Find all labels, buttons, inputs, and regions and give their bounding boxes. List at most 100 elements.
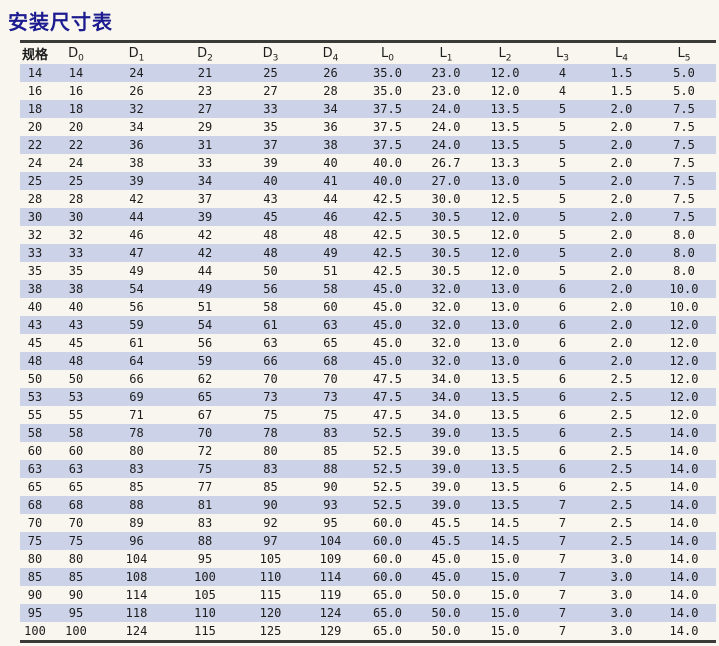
cell-l2: 13.3 — [490, 156, 520, 170]
cell-d2: 42 — [197, 246, 213, 260]
cell-spec: 100 — [24, 624, 46, 638]
cell-l3: 6 — [558, 444, 567, 458]
cell-l4: 2.0 — [610, 210, 633, 224]
cell-d1: 108 — [125, 570, 148, 584]
cell-l5: 7.5 — [673, 138, 695, 152]
cell-l5: 14.0 — [669, 624, 699, 638]
cell-l5: 12.0 — [669, 318, 699, 332]
cell-l2: 15.0 — [490, 570, 520, 584]
cell-d2: 34 — [197, 174, 213, 188]
table-row: 58 58 78 70 78 83 52.5 39.0 13.5 6 2.5 14.0 — [20, 424, 716, 442]
cell-l5: 14.0 — [669, 480, 699, 494]
cell-d4: 85 — [323, 444, 338, 458]
table-row: 80 80 104 95 105 109 60.0 45.0 15.0 7 3.0 14.0 — [20, 550, 716, 568]
cell-d3: 25 — [263, 66, 278, 80]
cell-d4: 88 — [323, 462, 338, 476]
cell-l5: 14.0 — [669, 606, 699, 620]
cell-l3: 5 — [558, 228, 567, 242]
cell-spec: 95 — [27, 606, 43, 620]
table-row: 100 100 124 115 125 129 65.0 50.0 15.0 7 3.0 14.0 — [20, 622, 716, 640]
cell-d4: 93 — [323, 498, 338, 512]
cell-d0: 48 — [68, 354, 84, 368]
cell-spec: 33 — [27, 246, 43, 260]
cell-d4: 90 — [323, 480, 338, 494]
cell-d1: 88 — [129, 498, 144, 512]
cell-d3: 78 — [263, 426, 278, 440]
cell-d4: 114 — [319, 570, 342, 584]
cell-l5: 14.0 — [669, 444, 699, 458]
cell-d2: 59 — [197, 354, 213, 368]
cell-d2: 27 — [197, 102, 213, 116]
cell-l1: 39.0 — [431, 498, 461, 512]
cell-l1: 30.5 — [431, 228, 461, 242]
cell-l1: 45.5 — [431, 516, 461, 530]
cell-d4: 83 — [323, 426, 338, 440]
cell-d2: 23 — [197, 84, 213, 98]
cell-d4: 119 — [319, 588, 342, 602]
cell-l2: 13.0 — [490, 282, 520, 296]
cell-l0: 45.0 — [373, 282, 402, 296]
cell-l1: 32.0 — [431, 336, 461, 350]
table-row: 38 38 54 49 56 58 45.0 32.0 13.0 6 2.0 10.0 — [20, 280, 716, 298]
table-row: 48 48 64 59 66 68 45.0 32.0 13.0 6 2.0 12.0 — [20, 352, 716, 370]
cell-d2: 72 — [197, 444, 213, 458]
cell-d0: 63 — [68, 462, 84, 476]
cell-d1: 44 — [129, 210, 144, 224]
cell-l4: 2.5 — [610, 408, 633, 422]
cell-d4: 41 — [323, 174, 338, 188]
cell-l4: 2.5 — [610, 372, 633, 386]
cell-l0: 42.5 — [373, 246, 402, 260]
cell-spec: 68 — [27, 498, 43, 512]
cell-d0: 60 — [68, 444, 84, 458]
cell-d3: 27 — [263, 84, 278, 98]
cell-l2: 13.0 — [490, 318, 520, 332]
cell-l1: 45.0 — [431, 570, 461, 584]
cell-d3: 92 — [263, 516, 278, 530]
cell-d4: 38 — [323, 138, 338, 152]
cell-l1: 32.0 — [431, 318, 461, 332]
cell-l3: 5 — [558, 138, 567, 152]
cell-d3: 33 — [263, 102, 278, 116]
cell-d4: 49 — [323, 246, 338, 260]
cell-l4: 2.0 — [610, 354, 633, 368]
table-row: 25 25 39 34 40 41 40.0 27.0 13.0 5 2.0 7.5 — [20, 172, 716, 190]
cell-l5: 14.0 — [669, 426, 699, 440]
cell-d1: 71 — [129, 408, 144, 422]
cell-d4: 75 — [323, 408, 338, 422]
cell-l5: 10.0 — [669, 282, 699, 296]
cell-l0: 52.5 — [373, 426, 402, 440]
cell-spec: 16 — [27, 84, 43, 98]
cell-l1: 50.0 — [431, 624, 461, 638]
table-row: 55 55 71 67 75 75 47.5 34.0 13.5 6 2.5 12.0 — [20, 406, 716, 424]
cell-d1: 47 — [129, 246, 144, 260]
cell-l3: 5 — [558, 192, 567, 206]
cell-d3: 73 — [263, 390, 278, 404]
column-header-l1: L1 — [439, 46, 453, 64]
cell-l4: 2.0 — [610, 120, 633, 134]
cell-d2: 81 — [197, 498, 213, 512]
cell-l2: 14.5 — [490, 534, 520, 548]
table-row: 16 16 26 23 27 28 35.0 23.0 12.0 4 1.5 5.0 — [20, 82, 716, 100]
cell-d3: 35 — [263, 120, 278, 134]
cell-l3: 7 — [558, 570, 567, 584]
cell-d1: 80 — [129, 444, 144, 458]
cell-spec: 40 — [27, 300, 43, 314]
cell-l5: 8.0 — [673, 228, 695, 242]
cell-d4: 109 — [319, 552, 342, 566]
cell-l3: 5 — [558, 102, 567, 116]
cell-d1: 46 — [129, 228, 144, 242]
cell-l2: 13.5 — [490, 102, 520, 116]
cell-d2: 67 — [197, 408, 213, 422]
cell-l1: 30.5 — [431, 210, 461, 224]
cell-l5: 5.0 — [673, 66, 695, 80]
cell-l3: 6 — [558, 390, 567, 404]
cell-l4: 3.0 — [610, 624, 633, 638]
cell-d1: 114 — [125, 588, 148, 602]
cell-l3: 5 — [558, 210, 567, 224]
cell-l0: 42.5 — [373, 264, 402, 278]
cell-d0: 40 — [68, 300, 84, 314]
cell-l5: 12.0 — [669, 354, 699, 368]
cell-spec: 58 — [27, 426, 43, 440]
cell-l2: 13.5 — [490, 480, 520, 494]
cell-d3: 70 — [263, 372, 278, 386]
